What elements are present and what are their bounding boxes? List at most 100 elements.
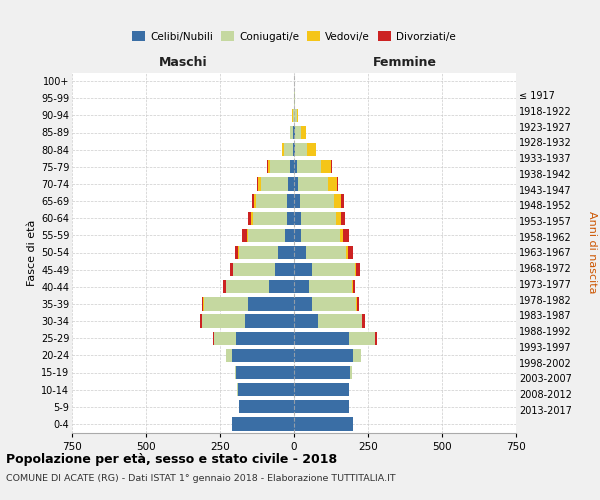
Bar bbox=[242, 228, 294, 242]
Bar bbox=[294, 212, 301, 225]
Bar bbox=[287, 194, 294, 208]
Bar bbox=[293, 143, 294, 156]
Bar bbox=[293, 108, 294, 122]
Bar bbox=[251, 212, 294, 225]
Bar bbox=[268, 160, 294, 173]
Bar bbox=[294, 366, 352, 379]
Bar bbox=[235, 366, 294, 379]
Bar bbox=[203, 297, 294, 310]
Bar bbox=[248, 297, 294, 310]
Bar bbox=[294, 417, 353, 430]
Bar bbox=[237, 383, 294, 396]
Bar bbox=[294, 348, 361, 362]
Bar bbox=[292, 108, 294, 122]
Bar bbox=[232, 417, 294, 430]
Bar bbox=[239, 400, 294, 413]
Bar bbox=[290, 126, 294, 139]
Text: COMUNE DI ACATE (RG) - Dati ISTAT 1° gennaio 2018 - Elaborazione TUTTITALIA.IT: COMUNE DI ACATE (RG) - Dati ISTAT 1° gen… bbox=[6, 474, 395, 483]
Bar bbox=[233, 263, 294, 276]
Bar bbox=[294, 366, 352, 379]
Bar bbox=[294, 194, 300, 208]
Bar bbox=[294, 383, 349, 396]
Bar bbox=[294, 297, 357, 310]
Bar bbox=[294, 417, 353, 430]
Bar bbox=[226, 280, 294, 293]
Bar bbox=[294, 177, 298, 190]
Bar bbox=[294, 143, 316, 156]
Bar bbox=[294, 263, 312, 276]
Bar bbox=[294, 126, 301, 139]
Bar bbox=[237, 383, 294, 396]
Bar bbox=[257, 177, 294, 190]
Bar bbox=[236, 332, 294, 345]
Bar bbox=[294, 263, 355, 276]
Bar bbox=[294, 143, 307, 156]
Bar bbox=[294, 228, 343, 242]
Bar bbox=[235, 246, 294, 259]
Bar bbox=[294, 314, 362, 328]
Bar bbox=[294, 263, 360, 276]
Bar bbox=[294, 143, 316, 156]
Bar bbox=[285, 228, 294, 242]
Bar bbox=[271, 160, 294, 173]
Bar bbox=[294, 383, 349, 396]
Bar bbox=[294, 348, 353, 362]
Bar bbox=[294, 366, 352, 379]
Bar bbox=[290, 160, 294, 173]
Bar bbox=[294, 314, 365, 328]
Bar bbox=[239, 400, 294, 413]
Bar bbox=[235, 366, 294, 379]
Bar bbox=[294, 194, 334, 208]
Bar bbox=[294, 314, 317, 328]
Bar bbox=[226, 348, 294, 362]
Bar bbox=[247, 228, 294, 242]
Bar bbox=[278, 246, 294, 259]
Bar bbox=[294, 297, 312, 310]
Bar bbox=[232, 417, 294, 430]
Bar bbox=[268, 160, 294, 173]
Bar bbox=[238, 246, 294, 259]
Bar bbox=[294, 400, 349, 413]
Bar bbox=[290, 126, 294, 139]
Legend: Celibi/Nubili, Coniugati/e, Vedovi/e, Divorziati/e: Celibi/Nubili, Coniugati/e, Vedovi/e, Di… bbox=[128, 28, 460, 46]
Bar bbox=[214, 332, 294, 345]
Bar bbox=[275, 263, 294, 276]
Bar bbox=[294, 314, 362, 328]
Bar bbox=[294, 108, 298, 122]
Bar bbox=[294, 417, 353, 430]
Bar bbox=[294, 212, 345, 225]
Bar bbox=[233, 263, 294, 276]
Bar bbox=[232, 417, 294, 430]
Bar bbox=[236, 366, 294, 379]
Y-axis label: Anni di nascita: Anni di nascita bbox=[587, 211, 596, 294]
Bar bbox=[230, 263, 294, 276]
Bar bbox=[232, 348, 294, 362]
Bar bbox=[294, 332, 349, 345]
Bar bbox=[290, 126, 294, 139]
Bar bbox=[294, 194, 341, 208]
Bar bbox=[239, 246, 294, 259]
Bar bbox=[239, 400, 294, 413]
Bar bbox=[294, 400, 349, 413]
Bar bbox=[294, 417, 353, 430]
Bar bbox=[294, 160, 297, 173]
Bar bbox=[294, 280, 355, 293]
Bar bbox=[294, 348, 361, 362]
Bar bbox=[294, 332, 376, 345]
Bar bbox=[235, 366, 294, 379]
Bar bbox=[294, 332, 377, 345]
Bar bbox=[294, 228, 340, 242]
Bar bbox=[248, 212, 294, 225]
Bar bbox=[226, 348, 294, 362]
Bar bbox=[294, 383, 349, 396]
Bar bbox=[294, 400, 349, 413]
Bar bbox=[294, 246, 306, 259]
Bar bbox=[294, 366, 350, 379]
Bar bbox=[294, 160, 332, 173]
Bar bbox=[294, 297, 356, 310]
Bar bbox=[294, 280, 352, 293]
Bar bbox=[294, 92, 295, 105]
Bar bbox=[202, 314, 294, 328]
Bar bbox=[226, 348, 294, 362]
Bar bbox=[212, 332, 294, 345]
